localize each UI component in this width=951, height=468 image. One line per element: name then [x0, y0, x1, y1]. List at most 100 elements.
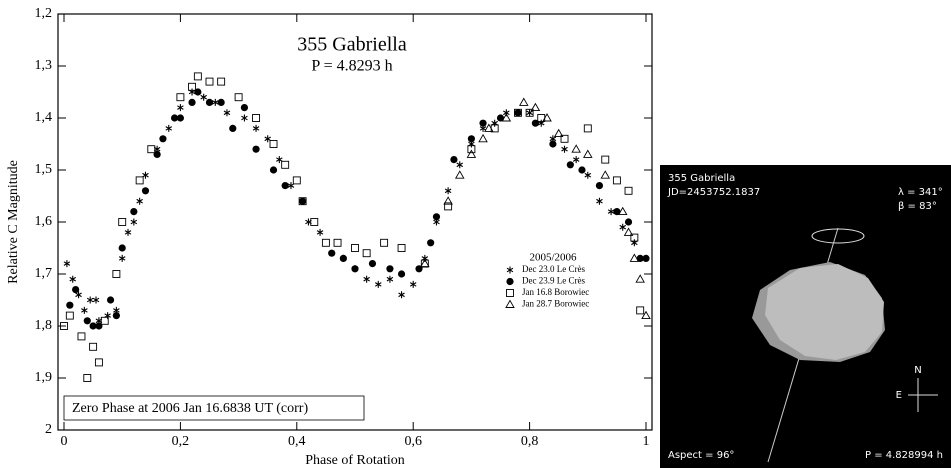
data-point [623, 227, 634, 236]
legend-label: Jan 28.7 Borowiec [522, 299, 589, 309]
x-axis-label: Phase of Rotation [305, 453, 405, 468]
data-point [95, 322, 103, 330]
data-point [629, 253, 640, 262]
data-point [229, 124, 237, 132]
data-point [241, 114, 248, 122]
panel-period: P = 4.828994 h [865, 450, 943, 461]
data-point [205, 98, 214, 106]
legend-label: Dec 23.0 Le Crès [522, 264, 585, 274]
data-point [617, 206, 628, 216]
data-point [491, 119, 498, 127]
data-point [188, 82, 196, 91]
panel-east: E [896, 390, 902, 401]
legend-label: Jan 16.8 Borowiec [522, 287, 589, 297]
legend-marker [506, 266, 514, 274]
data-point [450, 156, 458, 164]
data-point [89, 342, 98, 351]
data-point [421, 254, 429, 262]
data-point [601, 155, 610, 164]
data-point [607, 208, 615, 216]
x-tick-label: 0,8 [521, 434, 539, 449]
data-point [328, 249, 336, 257]
panel-title: 355 Gabriella [668, 173, 735, 184]
legend-marker [506, 289, 514, 297]
y-tick-label: 1,8 [35, 318, 53, 333]
data-point [141, 187, 150, 195]
data-point [612, 176, 621, 185]
data-point [264, 135, 271, 143]
data-point [81, 306, 88, 314]
legend-marker [505, 299, 515, 308]
data-point [466, 149, 477, 158]
data-point [252, 124, 260, 132]
data-point [537, 119, 545, 127]
data-point [63, 260, 71, 268]
data-point [368, 260, 377, 268]
data-point [484, 123, 494, 132]
data-point [177, 104, 184, 112]
data-point [165, 124, 173, 132]
data-point [188, 88, 196, 96]
data-point [205, 77, 214, 86]
data-point [321, 238, 330, 247]
data-point [299, 197, 307, 205]
data-point [631, 239, 638, 247]
data-point [501, 113, 512, 122]
data-point [613, 208, 621, 216]
data-point [397, 244, 406, 252]
data-point [104, 312, 111, 320]
y-tick-label: 1,9 [35, 370, 53, 385]
data-point [479, 119, 487, 127]
plot-frame [57, 13, 653, 431]
data-point [351, 265, 359, 273]
y-tick-label: 1,2 [35, 6, 53, 21]
data-point [234, 93, 243, 102]
data-point [519, 97, 529, 106]
data-point [276, 156, 283, 164]
data-point [240, 104, 249, 112]
data-point [636, 306, 645, 315]
data-point [287, 182, 295, 190]
data-point [212, 98, 219, 106]
data-point [566, 161, 574, 169]
data-point [595, 182, 604, 190]
data-point [118, 244, 126, 252]
data-point [578, 166, 586, 174]
panel-beta: β = 83° [898, 201, 937, 212]
data-point [444, 187, 452, 195]
data-point [112, 312, 120, 320]
data-point [584, 171, 592, 179]
data-point [130, 208, 138, 216]
data-point [194, 88, 202, 96]
model-panel: 355 Gabriella JD=2453752.1837 λ = 341° β… [660, 165, 951, 468]
data-point [223, 109, 231, 117]
data-point [398, 291, 405, 299]
data-point [363, 275, 370, 283]
data-point [66, 301, 74, 309]
data-point [130, 218, 138, 226]
x-tick-label: 0,6 [404, 434, 422, 449]
annotation: Zero Phase at 2006 Jan 16.6838 UT (corr) [72, 401, 308, 416]
y-tick-label: 1,3 [35, 58, 53, 73]
panel-jd: JD=2453752.1837 [667, 187, 760, 198]
data-point [409, 280, 417, 288]
data-point [561, 145, 568, 153]
data-point [596, 197, 603, 205]
data-point [386, 265, 394, 273]
data-point [333, 238, 342, 247]
data-point [75, 291, 82, 299]
data-point [118, 218, 127, 226]
data-point [106, 296, 115, 304]
data-point [65, 311, 74, 320]
panel-lambda: λ = 341° [898, 187, 943, 198]
data-point [112, 270, 121, 278]
data-point [69, 275, 77, 283]
data-point [339, 254, 347, 262]
data-point [503, 109, 510, 117]
data-point [420, 258, 430, 268]
data-point [316, 228, 324, 236]
x-tick-label: 0,2 [172, 434, 190, 449]
y-tick-label: 1,5 [35, 162, 53, 177]
chart-title: 355 Gabriella [297, 34, 407, 56]
